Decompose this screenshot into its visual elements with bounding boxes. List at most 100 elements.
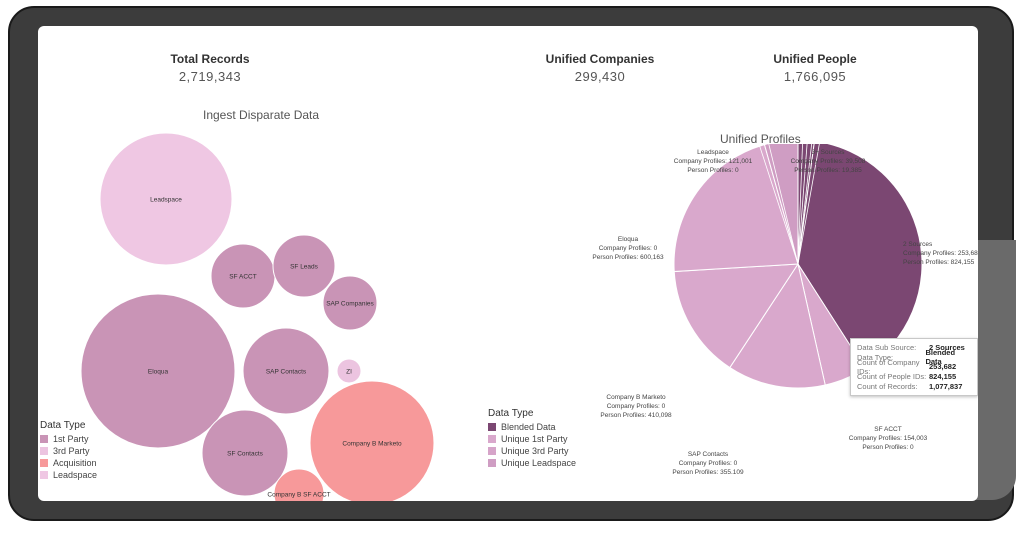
pie-label-value: Company Profiles: 154,003 [849, 435, 928, 442]
bubble-label: SF Contacts [227, 451, 264, 458]
pie-divider [797, 144, 803, 265]
pie-label-value: Person Profiles: 0 [687, 167, 739, 174]
legend-label: Unique 1st Party [501, 434, 568, 444]
pie-label: Leadspace Company Profiles: 121,001 Person… [674, 149, 753, 174]
legend-swatch [488, 435, 496, 443]
bubble-label: SF Leads [290, 264, 319, 271]
legend-label: Leadspace [53, 470, 98, 480]
bubble-label: SF ACCT [229, 274, 256, 281]
bubble-company-b-sf-acct[interactable]: Company B SF ACCT [267, 468, 331, 501]
legend-swatch [488, 447, 496, 455]
bubble-sap-companies[interactable]: SAP Companies [322, 275, 378, 331]
legend-item[interactable]: Blended Data [488, 421, 576, 433]
legend-label: Blended Data [501, 422, 556, 432]
pie-label-name: 3+ Sources [811, 149, 845, 156]
bubble-sap-contacts[interactable]: SAP Contacts [242, 327, 330, 415]
pie-label-value: Company Profiles: 0 [607, 403, 666, 410]
bubble-label: ZI [346, 369, 352, 376]
pie-label-value: Person Profiles: 355,109 [672, 469, 744, 474]
legend-label: Unique 3rd Party [501, 446, 569, 456]
bubble-label: SAP Companies [326, 301, 374, 308]
pie-label: SF ACCT Company Profiles: 154,003 Person P… [849, 426, 928, 451]
tooltip-row: Count of Company IDs: 253,682 [857, 357, 957, 376]
pie-label-value: Company Profiles: 39,508 [791, 158, 866, 165]
legend-title: Data Type [40, 420, 86, 431]
pie-label: SAP Contacts Company Profiles: 0 Person Pr… [672, 451, 744, 474]
legend-title: Data Type [488, 408, 534, 419]
bubble-eloqua[interactable]: Eloqua [80, 293, 236, 449]
pie-label-name: 2 Sources [903, 241, 933, 248]
bubble-sf-acct[interactable]: SF ACCT [210, 243, 276, 309]
bubble-sf-leads[interactable]: SF Leads [272, 234, 336, 298]
pie-slice-eloqua[interactable] [673, 144, 799, 273]
bubble-label: Leadspace [150, 197, 182, 204]
legend-swatch [488, 423, 496, 431]
pie-slice-leadspace[interactable] [763, 144, 799, 265]
bubble-company-b-marketo[interactable]: Company B Marketo [309, 380, 435, 501]
pie-legend: Data Type Blended Data Unique 1st Party … [488, 408, 576, 469]
kpi-label: Unified Companies [545, 52, 655, 66]
legend-item[interactable]: Acquisition [40, 457, 97, 469]
kpi-label: Unified People [773, 52, 857, 66]
kpi-value: 2,719,343 [178, 69, 242, 84]
pie-label-name: Leadspace [697, 149, 729, 156]
legend-swatch [40, 459, 48, 467]
pie-label: 3+ Sources Company Profiles: 39,508 Person… [791, 149, 866, 174]
legend-swatch [40, 435, 48, 443]
pie-divider [768, 144, 799, 265]
bubble-label: Company B Marketo [342, 441, 402, 448]
legend-label: Acquisition [53, 458, 97, 468]
pie-label-value: Person Profiles: 600,163 [592, 254, 664, 261]
bubble-sf-contacts[interactable]: SF Contacts [201, 409, 289, 497]
pie-label: 2 Sources Company Profiles: 253,682 Person… [903, 241, 978, 266]
pie-chart-title: Unified Profiles [720, 132, 801, 146]
pie-label: Company B Marketo Company Profiles: 0 Pers… [600, 394, 672, 419]
kpi-unified-companies: Unified Companies 299,430 [500, 52, 700, 84]
pie-label-name: SAP Contacts [688, 451, 729, 458]
bubble-leadspace[interactable]: Leadspace [99, 132, 233, 266]
bubble-zi[interactable]: ZI [336, 358, 362, 384]
pie-label-value: Person Profiles: 0 [862, 444, 914, 451]
pie-label-value: Person Profiles: 824,155 [903, 259, 975, 266]
kpi-total-records: Total Records 2,719,343 [110, 52, 310, 84]
legend-item[interactable]: Unique 1st Party [488, 433, 576, 445]
pie-divider [797, 144, 820, 265]
pie-chart: 3+ Sources Company Profiles: 39,508 Person… [592, 144, 978, 474]
tooltip-row: Count of Records: 1,077,837 [857, 381, 963, 391]
pie-label-value: Company Profiles: 0 [599, 245, 658, 252]
pie-slice-company-b-marketo[interactable] [673, 263, 799, 369]
pie-label-name: Company B Marketo [606, 394, 666, 401]
legend-item[interactable]: 1st Party [40, 433, 97, 445]
legend-label: 3rd Party [53, 446, 90, 456]
kpi-unified-people: Unified People 1,766,095 [715, 52, 915, 84]
legend-swatch [488, 459, 496, 467]
bubble-label: Eloqua [148, 369, 169, 376]
legend-item[interactable]: Unique Leadspace [488, 457, 576, 469]
legend-label: Unique Leadspace [501, 458, 577, 468]
pie-slice-3-sources[interactable] [797, 144, 815, 265]
kpi-value: 299,430 [574, 69, 626, 84]
bubble-label: SAP Contacts [266, 369, 307, 376]
tooltip-row: Count of People IDs: 824,155 [857, 372, 957, 382]
dashboard-screen: Total Records 2,719,343 Unified Companie… [38, 26, 978, 501]
pie-label-value: Company Profiles: 253,682 [903, 250, 978, 257]
tooltip-row: Data Sub Source: 2 Sources [857, 343, 965, 353]
bubble-label: Company B SF ACCT [267, 492, 330, 499]
kpi-label: Total Records [170, 52, 250, 66]
legend-item[interactable]: Leadspace [40, 469, 97, 481]
kpi-value: 1,766,095 [783, 69, 847, 84]
tooltip-row: Data Type: Blended Data [857, 348, 956, 367]
legend-item[interactable]: 3rd Party [40, 445, 97, 457]
bubble-legend: Data Type 1st Party 3rd Party Acquisitio… [40, 420, 97, 481]
legend-label: 1st Party [53, 434, 89, 444]
pie-label-name: SF ACCT [874, 426, 901, 433]
pie-slice-sap-contacts[interactable] [729, 262, 826, 389]
legend-item[interactable]: Unique 3rd Party [488, 445, 576, 457]
pie-divider [759, 145, 799, 265]
legend-swatch [40, 471, 48, 479]
pie-label: Eloqua Company Profiles: 0 Person Profiles… [592, 236, 664, 261]
legend-swatch [40, 447, 48, 455]
pie-divider [797, 144, 813, 265]
tooltip: Data Sub Source: 2 Sources Data Type: Blen… [850, 338, 978, 396]
pie-label-value: Company Profiles: 121,001 [674, 158, 753, 165]
